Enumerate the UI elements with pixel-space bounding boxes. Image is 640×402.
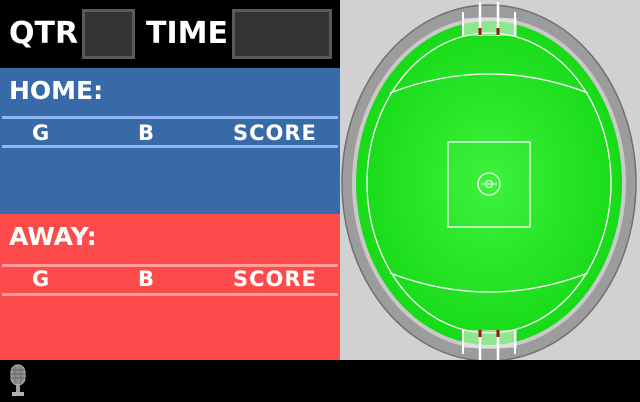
quarter-display[interactable] [82, 9, 135, 59]
away-team-title: AWAY: [9, 222, 97, 251]
quarter-label: QTR [9, 16, 79, 51]
home-team-panel[interactable]: HOME: G B SCORE [0, 68, 340, 214]
home-behinds-header: B [138, 121, 156, 145]
away-header-bottom-rule [2, 293, 338, 296]
time-label: TIME [146, 16, 228, 51]
away-goals-header: G [32, 267, 51, 291]
bottom-goal-posts [462, 330, 517, 360]
centre-circle [477, 172, 501, 196]
scoreboard-panel: QTR TIME HOME: G B SCORE AWAY: G B SCORE [0, 0, 340, 360]
away-behinds-header: B [138, 267, 156, 291]
bottom-bar [0, 360, 640, 400]
quarter-time-bar: QTR TIME [0, 0, 340, 68]
away-header-top-rule [2, 264, 338, 267]
away-team-panel[interactable]: AWAY: G B SCORE [0, 214, 340, 360]
time-display[interactable] [232, 9, 332, 59]
football-ground[interactable] [340, 0, 640, 362]
home-header-top-rule [2, 116, 338, 119]
centre-square [447, 141, 531, 228]
home-team-title: HOME: [9, 76, 104, 105]
home-header-bottom-rule [2, 145, 338, 148]
bottom-50m-arc [389, 272, 589, 293]
top-goal-posts [462, 2, 517, 36]
microphone-icon[interactable] [6, 364, 30, 398]
top-50m-arc [389, 73, 589, 94]
afl-oval-field-icon [341, 2, 637, 362]
home-goals-header: G [32, 121, 51, 145]
playing-field [356, 21, 622, 345]
away-score-header: SCORE [233, 267, 317, 291]
home-score-header: SCORE [233, 121, 317, 145]
